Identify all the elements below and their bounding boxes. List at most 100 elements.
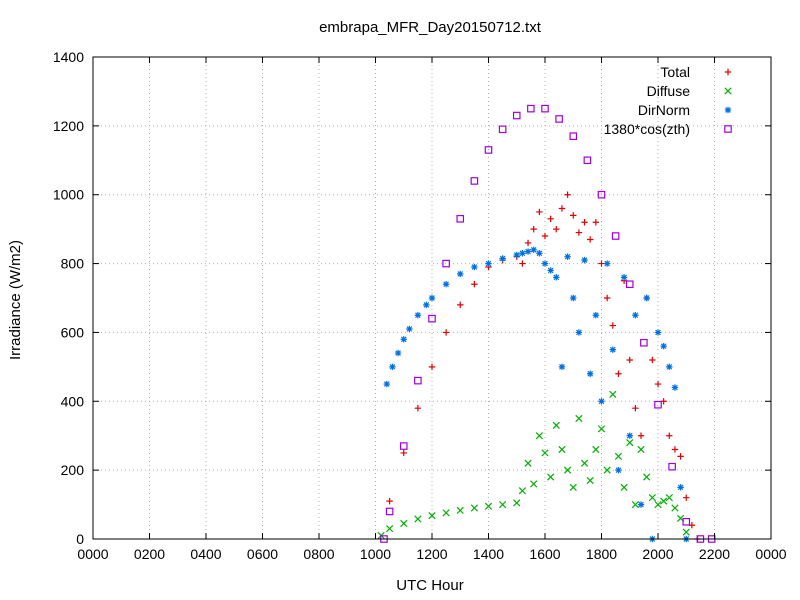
data-point — [530, 246, 537, 253]
data-point — [592, 312, 600, 319]
data-point — [592, 219, 600, 226]
data-point — [470, 177, 479, 185]
data-point — [442, 281, 450, 288]
data-point — [598, 398, 605, 405]
data-point — [552, 421, 560, 430]
data-point — [457, 270, 464, 278]
chart-title: embrapa_MFR_Day20150712.txt — [319, 19, 542, 36]
data-point — [587, 236, 594, 243]
data-point — [400, 519, 408, 528]
data-point — [640, 338, 648, 347]
data-point — [519, 250, 526, 257]
data-point — [666, 432, 673, 439]
data-point — [536, 250, 543, 257]
data-point — [499, 500, 507, 509]
data-point — [564, 191, 571, 198]
data-point — [385, 507, 394, 516]
data-point — [541, 232, 549, 240]
data-point — [654, 329, 662, 336]
data-point — [648, 494, 656, 502]
data-point — [609, 322, 616, 329]
legend-label: Diffuse — [647, 83, 691, 99]
data-point — [643, 294, 650, 302]
data-point — [654, 500, 662, 509]
data-point — [609, 390, 617, 399]
data-point — [524, 248, 532, 255]
data-point — [530, 225, 537, 233]
y-tick-label: 1000 — [53, 187, 84, 203]
data-point — [569, 483, 577, 491]
x-tick-label: 1200 — [416, 546, 447, 562]
data-point — [414, 404, 422, 412]
data-point — [456, 506, 464, 515]
data-point — [389, 363, 396, 371]
data-point — [547, 473, 555, 481]
data-point — [553, 274, 560, 281]
x-tick-label: 0800 — [303, 546, 334, 562]
data-point — [547, 215, 554, 223]
data-point — [471, 263, 478, 271]
data-point — [386, 525, 394, 533]
data-point — [541, 260, 549, 267]
x-tick-label: 1000 — [360, 546, 391, 562]
data-point — [457, 301, 464, 309]
data-point — [536, 208, 543, 216]
legend-label: 1380*cos(zth) — [604, 121, 690, 137]
data-point — [530, 480, 538, 488]
data-point — [524, 239, 532, 247]
data-point — [553, 225, 560, 233]
data-point — [541, 449, 549, 457]
y-tick-label: 600 — [61, 324, 85, 340]
y-tick-label: 200 — [61, 462, 85, 478]
data-point — [471, 281, 478, 288]
data-point — [524, 459, 532, 467]
data-point — [643, 473, 651, 481]
data-point — [671, 384, 679, 391]
data-point — [597, 425, 606, 433]
series-total — [386, 191, 701, 543]
data-point — [649, 356, 656, 364]
data-point — [400, 336, 407, 343]
data-point — [498, 125, 507, 134]
legend-marker — [724, 125, 732, 133]
y-axis-label: Irradiance (W/m2) — [7, 240, 24, 360]
data-point — [637, 432, 645, 439]
data-point — [442, 509, 450, 517]
data-point — [583, 156, 592, 165]
data-point — [682, 528, 690, 536]
data-point — [603, 466, 611, 474]
y-tick-label: 1400 — [53, 49, 84, 65]
x-tick-label: 2200 — [699, 546, 730, 562]
data-point — [632, 404, 639, 412]
data-point — [563, 466, 572, 474]
data-point — [558, 205, 566, 212]
data-point — [499, 255, 506, 262]
data-point — [620, 483, 628, 491]
data-point — [485, 260, 492, 267]
data-point — [414, 515, 422, 523]
data-point — [512, 111, 521, 120]
data-point — [586, 476, 594, 485]
data-point — [423, 301, 430, 309]
data-point — [597, 190, 606, 199]
data-point — [428, 363, 436, 371]
data-point — [400, 449, 407, 457]
legend-marker — [724, 87, 732, 95]
data-point — [383, 380, 390, 388]
data-point — [637, 501, 645, 508]
data-point — [682, 517, 691, 526]
data-point — [632, 312, 639, 319]
data-point — [660, 343, 667, 350]
data-point — [677, 453, 684, 460]
data-point — [399, 442, 408, 450]
data-point — [570, 212, 577, 219]
series-1380-cos-zth- — [380, 104, 716, 543]
data-point — [626, 432, 633, 439]
legend-marker — [724, 106, 732, 114]
x-axis-label: UTC Hour — [396, 577, 464, 594]
data-point — [668, 462, 676, 471]
data-point — [683, 494, 690, 501]
data-point — [671, 446, 679, 453]
data-point — [575, 414, 583, 423]
